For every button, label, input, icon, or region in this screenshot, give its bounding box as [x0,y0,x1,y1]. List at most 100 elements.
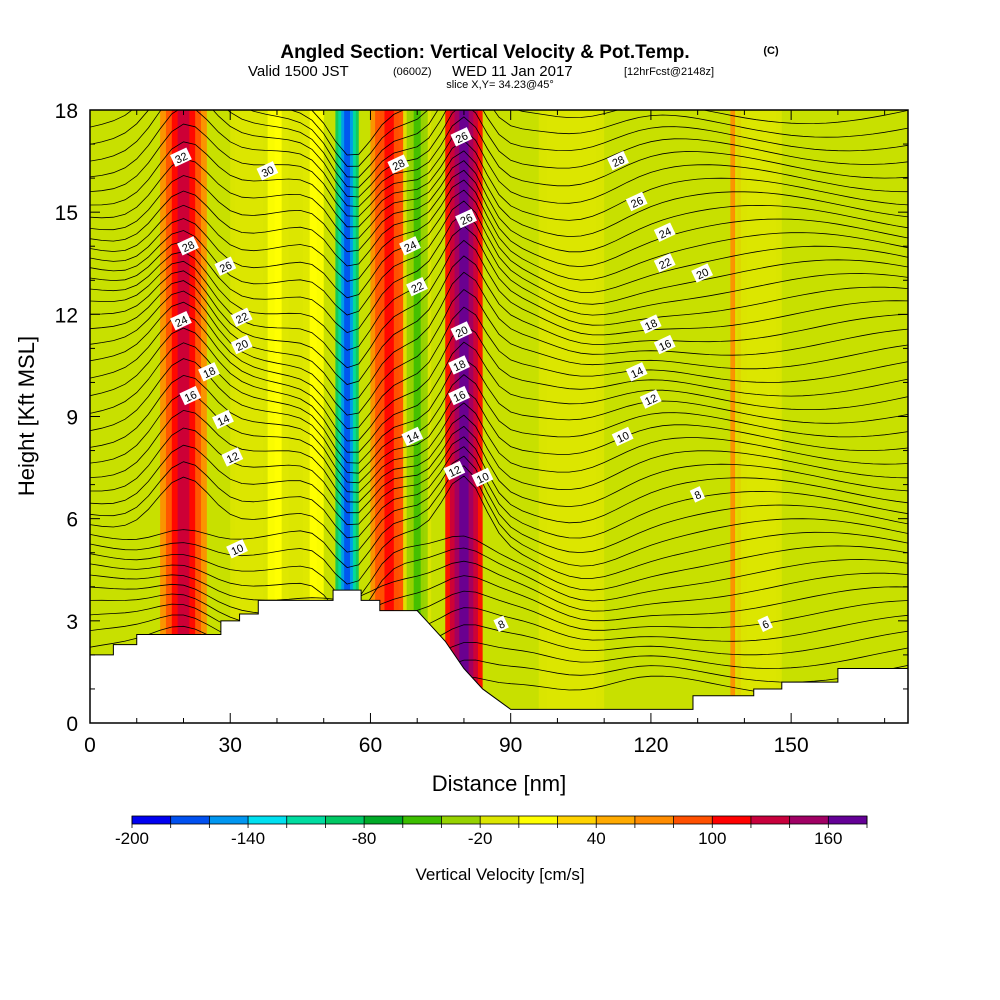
isentrope-line [90,288,908,416]
isentrope-line [90,575,908,622]
velocity-band-layer [384,110,394,723]
contour-label-bg [639,314,662,334]
isentrope-line [90,110,908,208]
contour-label-text: 26 [629,195,645,211]
contour-label-bg [611,426,634,447]
contour-label-bg [639,389,662,409]
contour-label: 8 [493,615,509,633]
contour-label-text: 8 [496,618,507,631]
contour-label: 26 [214,256,237,276]
contour-label: 22 [653,253,676,273]
colorbar-swatch [248,816,288,824]
plot-area [90,110,908,723]
y-tick-label: 15 [55,202,78,225]
contour-label-text: 12 [643,392,659,408]
contour-label: 20 [450,321,473,341]
contour-label-text: 14 [405,430,421,446]
contour-label-bg [653,222,676,242]
contour-label-text: 28 [180,239,196,255]
colorbar [131,815,868,828]
velocity-band [335,110,359,723]
contour-label-bg [757,615,773,633]
y-tick-label: 12 [55,304,78,327]
contour-label-text: 16 [452,389,468,405]
contour-label-text: 18 [202,365,218,381]
contour-label-bg [226,539,248,559]
isentrope-line [90,110,908,188]
contour-label: 24 [653,222,676,242]
colorbar-tick-label: -80 [352,829,377,848]
velocity-band-layer [344,110,351,723]
contour-label-text: 16 [183,389,199,405]
contour-label-text: 18 [452,358,468,374]
valid-fcst: [12hrFcst@2148z] [624,66,714,78]
colorbar-swatch [170,816,210,824]
velocity-band [445,110,483,723]
colorbar-swatch [634,816,675,824]
isentrope-line [90,189,908,299]
isentrope-line [90,212,908,334]
contour-label-bg [399,236,421,256]
contour-label-text: 24 [657,225,673,241]
contour-label: 16 [448,385,470,406]
colorbar-swatch [557,816,597,824]
contour-label: 28 [387,154,410,174]
colorbar-swatch [828,816,868,824]
y-tick-label: 18 [55,100,78,123]
velocity-band-layer [244,110,254,723]
contour-label-text: 30 [260,164,276,180]
contour-label-text: 10 [230,542,246,558]
isentrope-line [90,409,908,503]
contour-label: 24 [399,236,421,256]
contour-label-text: 32 [173,151,189,167]
y-tick-label: 9 [66,407,78,430]
valid-z: (0600Z) [393,66,432,78]
contour-label-bg [230,307,253,327]
velocity-band-layer [459,110,469,723]
isentrope-line [90,301,908,430]
colorbar-swatch [441,816,481,824]
contour-label: 26 [455,208,477,229]
isentrope-line [90,255,908,385]
contour-label-bg [689,486,706,503]
isentrope-line [90,446,908,539]
contour-label: 14 [401,426,424,447]
contour-label-text: 16 [657,338,673,354]
contour-label: 20 [691,263,714,283]
y-axis-label: Height [Kft MSL] [14,336,39,496]
slice-subtitle: slice X,Y= 34.23@45° [446,79,554,91]
contour-label: 18 [448,355,470,375]
y-tick-label: 3 [66,611,78,634]
colorbar-swatch [325,816,365,824]
contour-label: 28 [607,150,629,171]
contour-label: 6 [757,615,773,633]
isentrope-line [90,590,908,635]
terrain [90,589,908,723]
velocity-band-layer [177,110,190,723]
isentrope-line [90,327,908,453]
x-axis: 0 30 60 90 120 150 [84,110,886,757]
x-axis-label: Distance [nm] [432,771,567,796]
isentrope-line [90,179,908,282]
contour-label-text: 14 [216,413,232,429]
isentrope-line [90,342,908,464]
contour-label: 18 [639,314,662,334]
y-axis: 0 3 6 9 12 15 18 [55,100,908,736]
y-tick-label: 6 [66,509,78,532]
contour-label-text: 12 [447,464,463,480]
contour-label: 24 [170,310,192,331]
isentrope-line [90,110,908,198]
contour-label-bg [607,150,629,171]
colorbar-swatch [132,816,172,824]
contour-label-text: 20 [454,324,470,340]
colorbar-tick-labels: -200 -140 -80 -20 40 100 160 [115,829,843,848]
contour-label: 14 [212,409,234,430]
valid-prefix: Valid 1500 JST [248,63,349,80]
x-tick-label: 120 [633,734,668,757]
contour-label: 22 [230,307,253,327]
contour-label-bg [653,334,676,355]
isentrope-line [90,374,908,484]
isentrope-line [90,139,908,228]
velocity-band-layer [563,110,580,723]
